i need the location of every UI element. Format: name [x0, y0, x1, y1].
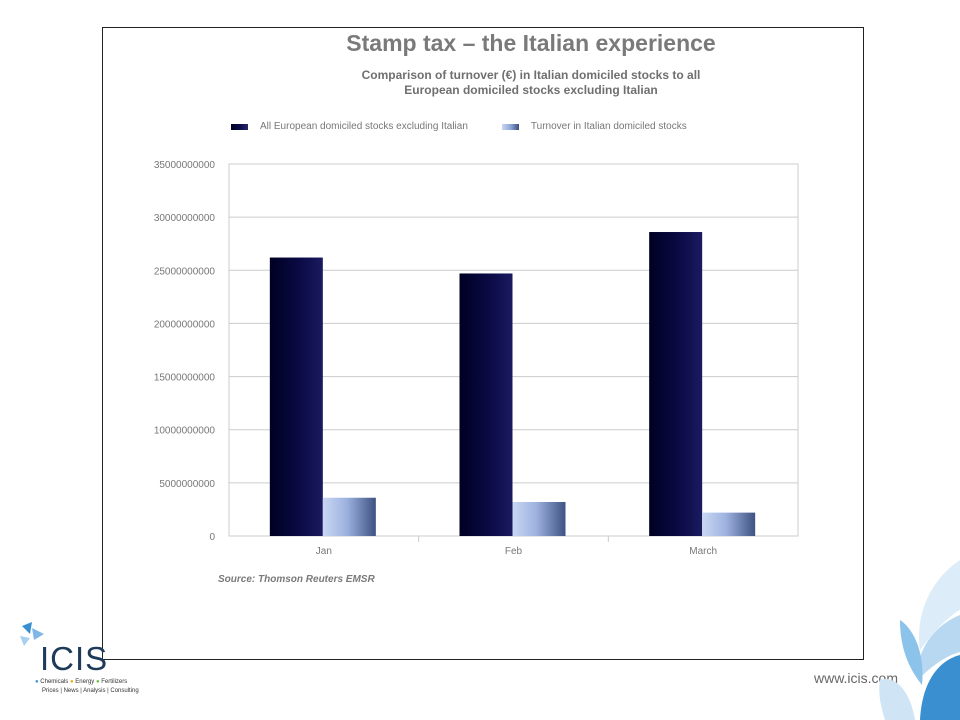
- legend-label-europe: All European domiciled stocks excluding …: [260, 121, 468, 132]
- y-tick-label: 15000000000: [154, 373, 216, 384]
- bar-chart: 0 5000000000 10000000000 15000000000 2000000…: [154, 160, 799, 557]
- chart-subtitle-line1: Comparison of turnover (€) in Italian do…: [361, 68, 701, 82]
- chart-subtitle-line2: European domiciled stocks excluding Ital…: [404, 83, 658, 97]
- bar-europe-jan: [269, 257, 323, 536]
- y-tick-label: 5000000000: [159, 479, 215, 490]
- legend-item-italy: Turnover in Italian domiciled stocks: [501, 121, 687, 132]
- x-tick-label: March: [689, 546, 717, 557]
- y-tick-label: 20000000000: [154, 319, 216, 330]
- y-tick-label: 35000000000: [154, 160, 216, 171]
- bar-italy-feb: [512, 501, 566, 536]
- icis-logo-mark-icon: [20, 622, 44, 646]
- chart-frame: Stamp tax – the Italian experience Compa…: [102, 27, 864, 660]
- x-tick-label: Feb: [505, 546, 523, 557]
- bar-europe-feb: [459, 273, 513, 536]
- legend-item-europe: All European domiciled stocks excluding …: [231, 121, 468, 132]
- bar-italy-jan: [322, 497, 376, 536]
- legend-label-italy: Turnover in Italian domiciled stocks: [530, 121, 687, 132]
- icis-logo-tagline-services: Prices | News | Analysis | Consulting: [42, 688, 139, 694]
- icis-logo-tagline: ● Chemicals ● Energy ● Fertilizers: [35, 679, 128, 685]
- y-tick-label: 10000000000: [154, 426, 216, 437]
- website-url[interactable]: www.icis.com: [813, 670, 898, 686]
- y-tick-label: 25000000000: [154, 266, 216, 277]
- bar-europe-march: [649, 232, 703, 536]
- legend-swatch-italy: [501, 123, 519, 130]
- decorative-petals-icon: [879, 560, 960, 720]
- chart-title: Stamp tax – the Italian experience: [346, 30, 716, 56]
- chart-subtitle: Comparison of turnover (€) in Italian do…: [103, 68, 863, 98]
- x-tick-label: Jan: [316, 546, 332, 557]
- chart-legend: All European domiciled stocks excluding …: [231, 121, 721, 132]
- y-tick-label: 30000000000: [154, 213, 216, 224]
- bar-italy-march: [702, 512, 756, 536]
- y-tick-label: 0: [209, 532, 215, 543]
- legend-swatch-europe: [231, 123, 248, 130]
- icis-logo-text: ICIS: [40, 640, 109, 677]
- source-note: Source: Thomson Reuters EMSR: [218, 574, 375, 585]
